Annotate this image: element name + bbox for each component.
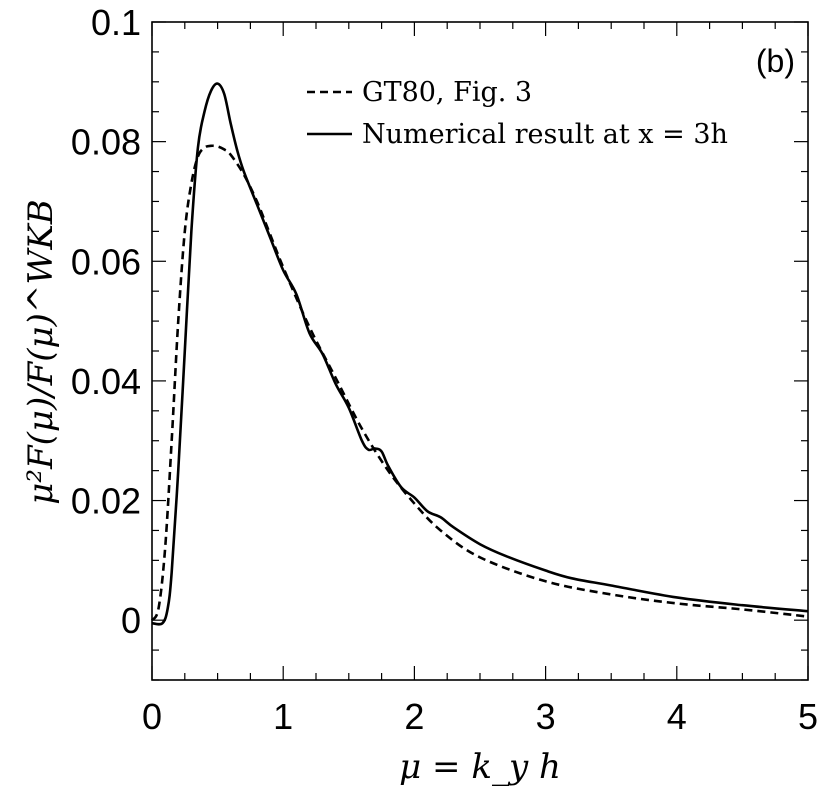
- y-axis-title: μ²F(μ)/F(μ)^WKB: [21, 199, 61, 504]
- panel-label: (b): [756, 43, 795, 79]
- x-tick-label: 1: [273, 696, 293, 737]
- y-tick-label: 0.02: [71, 481, 141, 522]
- series-line-numerical: [151, 82, 809, 626]
- legend: GT80, Fig. 3 Numerical result at x = 3h: [307, 77, 728, 150]
- series-lines: [150, 82, 809, 626]
- y-tick-label: 0: [121, 600, 141, 641]
- y-tick-label: 0.06: [71, 241, 141, 282]
- x-tick-label: 5: [798, 696, 818, 737]
- plot-frame: [151, 21, 809, 681]
- x-tick-label: 4: [667, 696, 687, 737]
- x-tick-label: 0: [142, 696, 162, 737]
- x-tick-label: 2: [404, 696, 424, 737]
- x-tick-labels: 0 1 2 3 4 5: [142, 696, 818, 737]
- y-tick-label: 0.08: [71, 122, 141, 163]
- y-tick-labels: 0 0.02 0.04 0.06 0.08 0.1: [71, 2, 141, 641]
- legend-label-numerical: Numerical result at x = 3h: [362, 119, 728, 150]
- y-tick-label: 0.1: [91, 2, 141, 43]
- x-tick-label: 3: [536, 696, 556, 737]
- x-axis-title: μ = k_y h: [399, 747, 561, 787]
- y-tick-label: 0.04: [71, 361, 141, 402]
- legend-label-gt80: GT80, Fig. 3: [362, 77, 532, 108]
- series-line-gt80: [150, 144, 809, 622]
